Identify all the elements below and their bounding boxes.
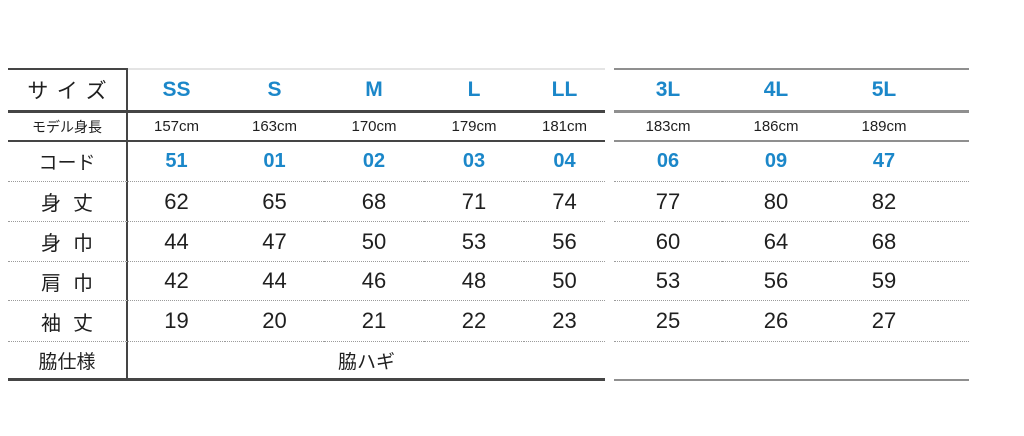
body-length-row-label: 身丈 [8,182,128,222]
section-gap [605,68,614,113]
measure-cell: 50 [324,222,424,262]
code-cell: 02 [324,142,424,182]
size-col-header-s: S [225,68,324,113]
section-gap [605,142,614,182]
measure-cell: 53 [424,222,524,262]
model-height-cell: 183cm [614,113,722,142]
model-height-cell: 181cm [524,113,605,142]
code-cell: 47 [830,142,938,182]
size-col-header-ll: LL [524,68,605,113]
code-cell: 09 [722,142,830,182]
measure-cell: 60 [614,222,722,262]
measure-cell: 46 [324,262,424,301]
model-height-cell: 170cm [324,113,424,142]
measure-cell: 27 [830,301,938,342]
model-height-cell: 163cm [225,113,324,142]
measure-cell: 26 [722,301,830,342]
size-col-header-5l: 5L [830,68,938,113]
section-gap [605,182,614,222]
model-height-cell: 179cm [424,113,524,142]
shoulder-width-row-label: 肩巾 [8,262,128,301]
model-height-row-label: モデル身長 [8,113,128,142]
model-height-cell: 189cm [830,113,938,142]
side-spec-empty [614,342,969,381]
size-col-header-m: M [324,68,424,113]
code-cell: 04 [524,142,605,182]
measure-cell: 74 [524,182,605,222]
side-spec-row-label: 脇仕様 [8,342,128,381]
filler-cell [938,68,969,113]
section-gap [605,262,614,301]
measure-cell: 53 [614,262,722,301]
section-gap [605,342,614,381]
filler-cell [938,182,969,222]
body-width-row-label: 身巾 [8,222,128,262]
measure-cell: 21 [324,301,424,342]
section-gap [605,222,614,262]
sleeve-length-row-label: 袖丈 [8,301,128,342]
code-cell: 06 [614,142,722,182]
measure-cell: 48 [424,262,524,301]
measure-cell: 50 [524,262,605,301]
code-row-label: コード [8,142,128,182]
measure-cell: 77 [614,182,722,222]
code-cell: 03 [424,142,524,182]
measure-cell: 71 [424,182,524,222]
size-col-header-3l: 3L [614,68,722,113]
measure-cell: 62 [128,182,225,222]
measure-cell: 68 [324,182,424,222]
measure-cell: 44 [128,222,225,262]
code-cell: 01 [225,142,324,182]
measure-cell: 80 [722,182,830,222]
side-spec-value: 脇ハギ [128,342,605,381]
measure-cell: 23 [524,301,605,342]
measure-cell: 65 [225,182,324,222]
code-cell: 51 [128,142,225,182]
filler-cell [938,262,969,301]
size-col-header-l: L [424,68,524,113]
section-gap [605,113,614,142]
measure-cell: 42 [128,262,225,301]
measure-cell: 82 [830,182,938,222]
filler-cell [938,142,969,182]
measure-cell: 20 [225,301,324,342]
model-height-cell: 186cm [722,113,830,142]
measure-cell: 47 [225,222,324,262]
measure-cell: 44 [225,262,324,301]
size-col-header-ss: SS [128,68,225,113]
measure-cell: 22 [424,301,524,342]
measure-cell: 59 [830,262,938,301]
filler-cell [938,113,969,142]
measure-cell: 56 [524,222,605,262]
measure-cell: 64 [722,222,830,262]
size-col-header-4l: 4L [722,68,830,113]
size-row-label: サイズ [8,68,128,113]
size-chart-table: サイズ SS S M L LL 3L 4L 5L モデル身長 157cm 163… [8,68,969,381]
measure-cell: 56 [722,262,830,301]
measure-cell: 25 [614,301,722,342]
section-gap [605,301,614,342]
model-height-cell: 157cm [128,113,225,142]
measure-cell: 19 [128,301,225,342]
measure-cell: 68 [830,222,938,262]
filler-cell [938,301,969,342]
filler-cell [938,222,969,262]
